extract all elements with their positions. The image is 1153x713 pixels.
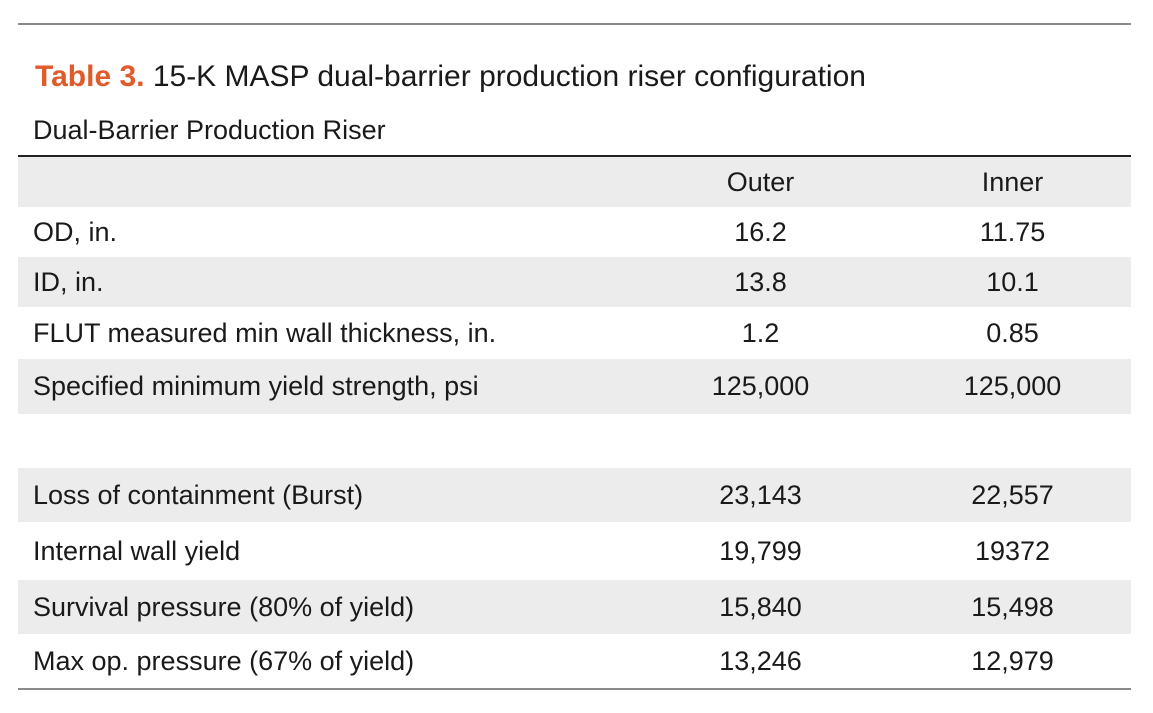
outer-value: 19,799 [719,535,802,566]
row-label: ID, in. [33,266,104,297]
row-label: OD, in. [33,216,118,247]
outer-value: 15,840 [719,591,802,622]
outer-value: 16.2 [734,216,787,247]
table-row: Specified minimum yield strength, psi 12… [18,359,1131,414]
inner-value: 0.85 [986,317,1039,348]
inner-value: 22,557 [971,479,1054,510]
table-row: Loss of containment (Burst) 23,143 22,55… [18,468,1131,522]
top-rule [18,23,1131,25]
column-header-inner: Inner [981,166,1044,197]
inner-value: 15,498 [971,591,1054,622]
inner-value: 12,979 [971,645,1054,676]
column-header-outer: Outer [726,166,795,197]
table-header-row: Outer Inner [18,157,1131,207]
table-title: 15-K MASP dual-barrier production riser … [144,60,866,93]
table-row: Max op. pressure (67% of yield) 13,246 1… [18,634,1131,688]
header-rule [18,155,1131,157]
row-label: Internal wall yield [33,535,241,566]
row-label: Loss of containment (Burst) [33,479,364,510]
outer-value: 1.2 [741,317,780,348]
row-label: FLUT measured min wall thickness, in. [33,317,497,348]
inner-value: 11.75 [979,216,1046,247]
outer-value: 13,246 [719,645,802,676]
table-row: ID, in. 13.8 10.1 [18,257,1131,307]
table-row: OD, in. 16.2 11.75 [18,207,1131,257]
spacer-row [18,414,1131,468]
table-row: Internal wall yield 19,799 19372 [18,522,1131,580]
table-row: FLUT measured min wall thickness, in. 1.… [18,307,1131,359]
inner-value: 19372 [974,535,1051,566]
bottom-rule [18,688,1131,690]
row-label: Max op. pressure (67% of yield) [33,645,415,676]
outer-value: 125,000 [711,371,810,401]
table-row: Survival pressure (80% of yield) 15,840 … [18,580,1131,634]
inner-value: 10.1 [986,266,1039,297]
table-number: Table 3. [35,60,145,93]
row-label: Specified minimum yield strength, psi [33,371,479,401]
table-subtitle: Dual-Barrier Production Riser [33,115,386,145]
table-caption: Table 3. 15-K MASP dual-barrier producti… [35,57,866,97]
outer-value: 13.8 [734,266,787,297]
outer-value: 23,143 [719,479,802,510]
inner-value: 125,000 [963,371,1062,401]
row-label: Survival pressure (80% of yield) [33,591,415,622]
